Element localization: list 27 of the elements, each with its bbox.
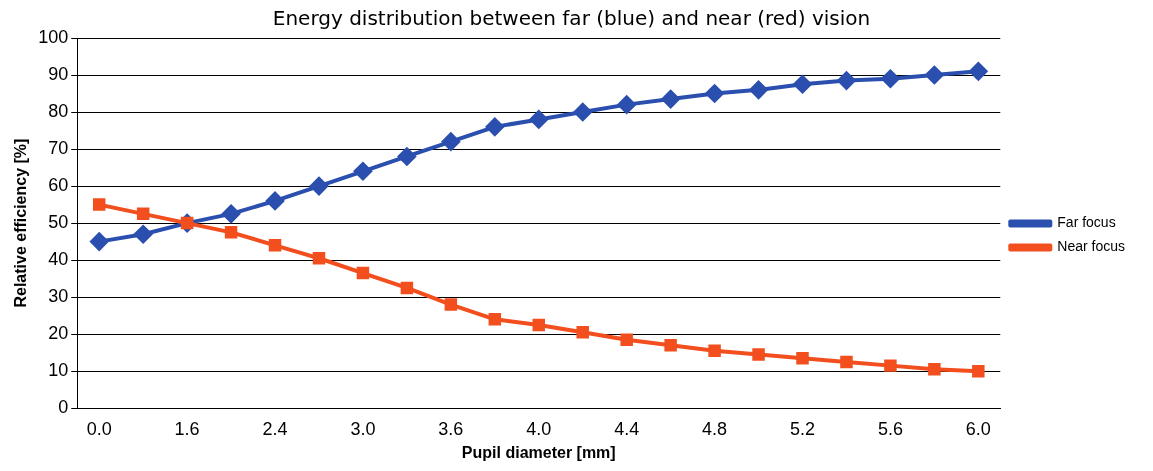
y-tick-label: 40	[48, 249, 69, 270]
x-tick-label: 5.2	[789, 418, 816, 439]
y-tick-label: 50	[48, 212, 69, 233]
y-tick-label: 60	[48, 175, 69, 196]
x-tick-label: 3.6	[438, 418, 464, 439]
x-axis-title: Pupil diameter [mm]	[461, 443, 616, 461]
x-tick-label: 2.4	[262, 418, 288, 439]
legend-label: Near focus	[1057, 238, 1126, 255]
y-tick-label: 10	[48, 360, 69, 381]
y-tick-label: 20	[48, 323, 69, 344]
x-tick-label: 3.0	[350, 418, 376, 439]
x-tick-label: 5.6	[877, 418, 903, 439]
x-tick-label: 0.0	[86, 418, 112, 439]
x-tick-label: 4.8	[702, 418, 728, 439]
x-tick-label: 4.4	[614, 418, 640, 439]
y-tick-label: 0	[58, 397, 69, 418]
y-tick-label: 70	[48, 138, 69, 159]
legend-label: Far focus	[1057, 214, 1116, 231]
y-axis-title: Relative efficiency [%]	[12, 138, 30, 308]
x-tick-label: 6.0	[965, 418, 991, 439]
chart-title: Energy distribution between far (blue) and near (red) vision	[272, 6, 871, 31]
y-tick-label: 30	[48, 286, 69, 307]
x-tick-label: 4.0	[526, 418, 552, 439]
y-tick-label: 80	[48, 101, 69, 122]
y-tick-label: 90	[48, 63, 69, 84]
x-tick-label: 1.6	[174, 418, 200, 439]
y-tick-label: 100	[38, 26, 69, 47]
